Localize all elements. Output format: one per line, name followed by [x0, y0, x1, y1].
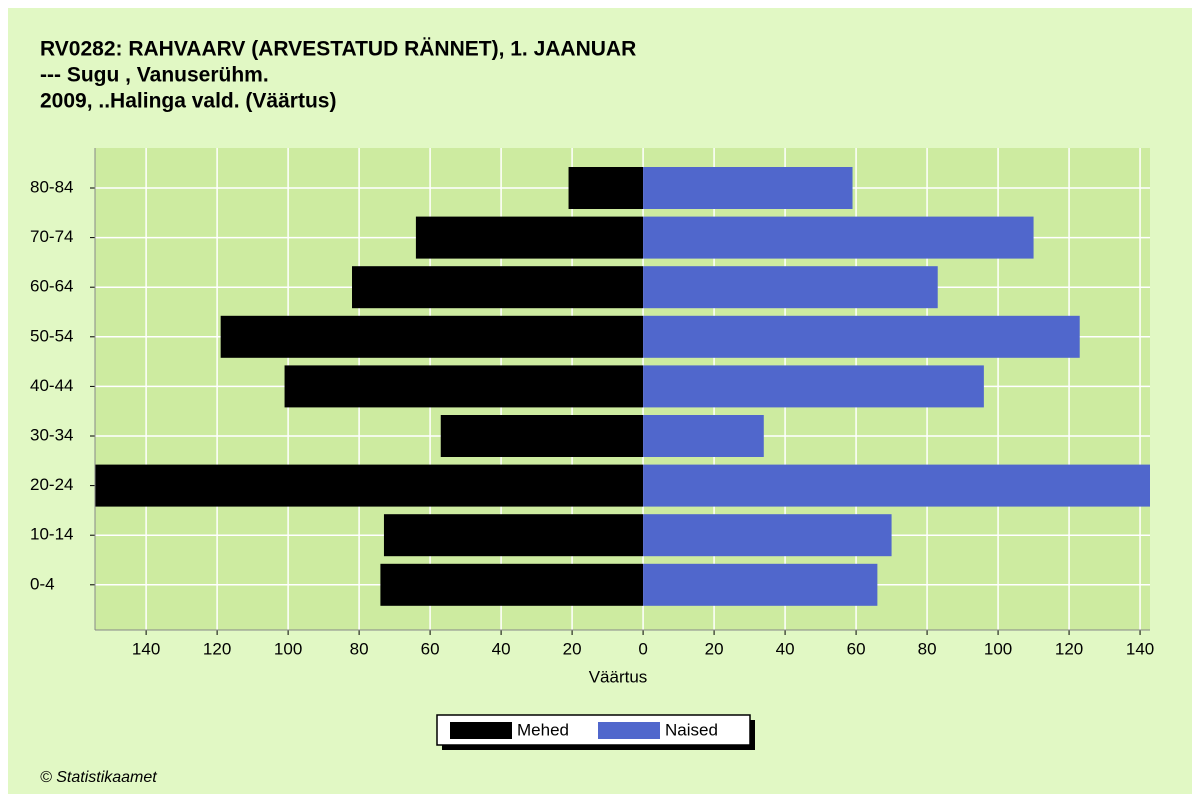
x-axis-label: Väärtus [589, 667, 648, 686]
bar [643, 216, 1034, 259]
bar [643, 563, 878, 606]
bar [380, 563, 644, 606]
x-tick-label: 20 [705, 639, 724, 658]
bar [220, 315, 644, 358]
y-tick-label: 30-34 [30, 425, 73, 444]
legend-swatch [598, 722, 660, 739]
x-tick-label: 80 [350, 639, 369, 658]
x-tick-label: 140 [132, 639, 160, 658]
y-tick-label: 80-84 [30, 177, 73, 196]
y-tick-label: 10-14 [30, 525, 73, 544]
bar [643, 365, 984, 408]
bar [643, 266, 938, 309]
chart-title: RV0282: RAHVAARV (ARVESTATUD RÄNNET), 1.… [40, 38, 636, 61]
x-tick-label: 100 [984, 639, 1012, 658]
x-tick-label: 20 [563, 639, 582, 658]
legend-swatch [450, 722, 512, 739]
bar [440, 415, 644, 457]
y-tick-label: 70-74 [30, 227, 73, 246]
chart-subtitle: --- Sugu , Vanuserühm. [40, 64, 269, 87]
bar [643, 167, 853, 209]
x-tick-label: 100 [274, 639, 302, 658]
y-tick-label: 50-54 [30, 326, 73, 345]
legend-label: Mehed [517, 720, 569, 739]
bar [95, 464, 644, 507]
x-tick-label: 40 [492, 639, 511, 658]
bar [383, 514, 644, 557]
x-tick-label: 40 [776, 639, 795, 658]
y-tick-label: 40-44 [30, 376, 73, 395]
bar [643, 415, 764, 457]
y-tick-label: 20-24 [30, 475, 73, 494]
x-tick-label: 120 [1055, 639, 1083, 658]
y-tick-label: 0-4 [30, 574, 55, 593]
bar [643, 464, 1150, 507]
x-tick-label: 140 [1126, 639, 1154, 658]
x-tick-label: 80 [918, 639, 937, 658]
x-tick-label: 60 [421, 639, 440, 658]
chart-subtitle: 2009, ..Halinga vald. (Väärtus) [40, 90, 336, 113]
bar [643, 315, 1080, 358]
bar [568, 167, 644, 209]
bar [643, 514, 892, 557]
bar [284, 365, 644, 408]
bar [352, 266, 644, 309]
bar [415, 216, 644, 259]
x-tick-label: 0 [638, 639, 647, 658]
y-tick-label: 60-64 [30, 277, 73, 296]
legend-label: Naised [665, 720, 718, 739]
footer: © Statistikaamet [40, 769, 157, 786]
x-tick-label: 120 [203, 639, 231, 658]
x-tick-label: 60 [847, 639, 866, 658]
